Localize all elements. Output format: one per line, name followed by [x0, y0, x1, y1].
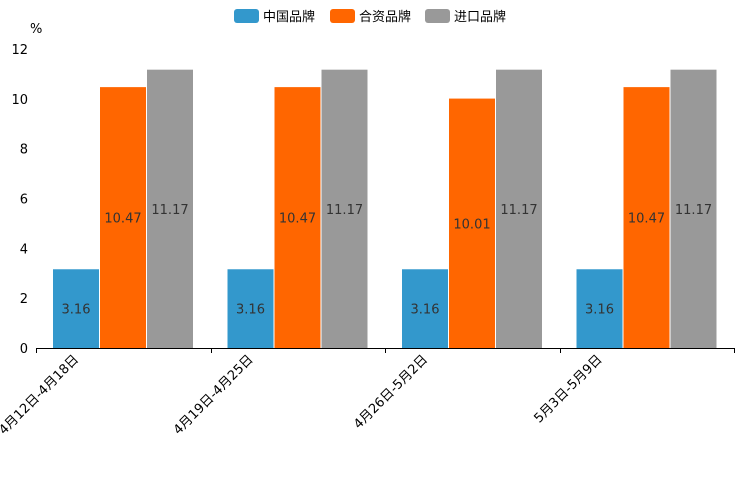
data-label: 11.17	[500, 203, 537, 218]
bar[interactable]	[147, 69, 193, 348]
bar[interactable]	[227, 269, 274, 348]
data-label: 10.47	[104, 212, 141, 227]
y-tick-label: 4	[20, 242, 28, 257]
bar[interactable]	[623, 87, 670, 348]
y-tick-label: 8	[20, 143, 28, 158]
data-label: 11.17	[675, 203, 712, 218]
data-label: 11.17	[326, 203, 363, 218]
bar[interactable]	[402, 269, 448, 348]
bar[interactable]	[576, 269, 623, 348]
data-label: 10.47	[279, 212, 316, 227]
y-axis-label: %	[30, 22, 42, 37]
legend-label: 进口品牌	[454, 9, 506, 25]
y-tick-label: 12	[11, 43, 28, 58]
data-label: 3.16	[411, 303, 440, 318]
legend-swatch	[234, 9, 259, 23]
data-label: 10.47	[628, 212, 665, 227]
legend-swatch	[330, 9, 355, 23]
legend-item[interactable]: 中国品牌	[234, 9, 315, 25]
data-label: 3.16	[585, 303, 614, 318]
y-tick-label: 10	[11, 93, 28, 108]
y-tick-label: 0	[20, 342, 28, 357]
legend-swatch	[425, 9, 450, 23]
data-label: 3.16	[236, 303, 265, 318]
y-axis: 0 2 4 6 8 10 12	[11, 43, 28, 357]
data-label: 10.01	[453, 217, 490, 232]
bar[interactable]	[53, 269, 99, 348]
legend-label: 中国品牌	[263, 9, 315, 25]
x-tick-label: 4月26日-5月2日	[351, 352, 431, 432]
x-tick-label: 4月19日-4月25日	[171, 352, 257, 438]
bar[interactable]	[670, 69, 717, 348]
x-tick-label: 4月12日-4月18日	[0, 352, 82, 438]
data-label: 3.16	[62, 303, 91, 318]
bar[interactable]	[274, 87, 321, 348]
data-label: 11.17	[151, 203, 188, 218]
bar[interactable]	[100, 87, 146, 348]
x-axis: 4月12日-4月18日 4月19日-4月25日 4月26日-5月2日 5月3日-5月9…	[0, 348, 735, 438]
bar[interactable]	[496, 69, 542, 348]
legend-label: 合资品牌	[359, 9, 411, 25]
y-tick-label: 6	[20, 193, 28, 208]
bars: 3.16 10.47 11.17 3.16 10.47 11.17 3.16 10.01 11.…	[53, 69, 717, 348]
bar[interactable]	[321, 69, 368, 348]
legend-item[interactable]: 进口品牌	[425, 9, 506, 25]
y-tick-label: 2	[20, 292, 28, 307]
x-tick-label: 5月3日-5月9日	[531, 352, 605, 426]
legend: 中国品牌 合资品牌 进口品牌	[234, 9, 506, 25]
legend-item[interactable]: 合资品牌	[330, 9, 411, 25]
bar[interactable]	[449, 98, 495, 348]
